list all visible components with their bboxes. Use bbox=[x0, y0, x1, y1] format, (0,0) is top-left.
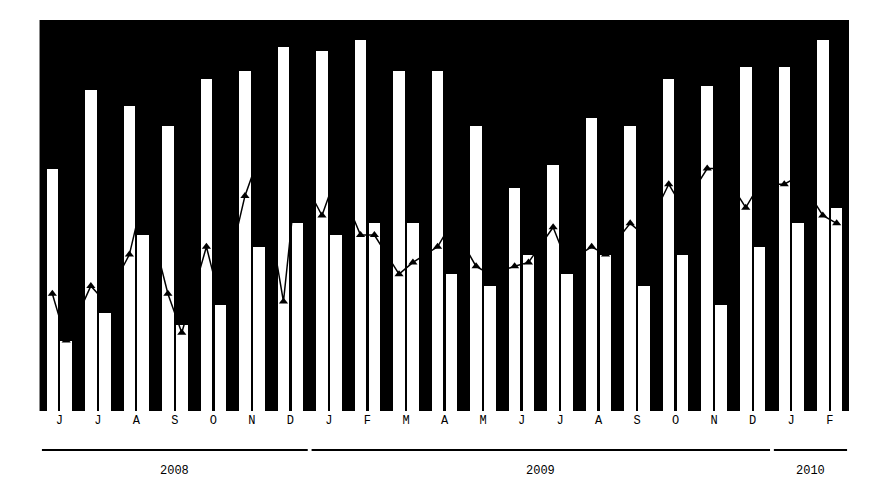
svg-text:J: J bbox=[518, 414, 525, 428]
svg-text:A: A bbox=[441, 414, 449, 428]
svg-text:A: A bbox=[133, 414, 141, 428]
svg-text:J: J bbox=[56, 414, 63, 428]
svg-text:M: M bbox=[479, 414, 486, 428]
svg-text:2010: 2010 bbox=[796, 464, 825, 478]
svg-text:S: S bbox=[634, 414, 641, 428]
svg-text:N: N bbox=[248, 414, 255, 428]
svg-text:O: O bbox=[210, 414, 217, 428]
svg-text:F: F bbox=[364, 414, 371, 428]
svg-text:A: A bbox=[595, 414, 603, 428]
svg-text:F: F bbox=[826, 414, 833, 428]
svg-text:O: O bbox=[672, 414, 679, 428]
svg-text:J: J bbox=[556, 414, 563, 428]
svg-text:J: J bbox=[94, 414, 101, 428]
svg-text:J: J bbox=[788, 414, 795, 428]
svg-text:2009: 2009 bbox=[526, 464, 555, 478]
svg-text:D: D bbox=[287, 414, 294, 428]
svg-text:D: D bbox=[749, 414, 756, 428]
svg-text:2008: 2008 bbox=[160, 464, 189, 478]
svg-text:N: N bbox=[711, 414, 718, 428]
svg-text:J: J bbox=[325, 414, 332, 428]
svg-text:M: M bbox=[402, 414, 409, 428]
svg-text:S: S bbox=[171, 414, 178, 428]
